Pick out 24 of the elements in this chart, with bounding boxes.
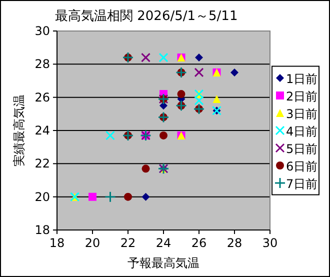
x-tick-label: 24 xyxy=(156,236,172,250)
x-tick-label: 18 xyxy=(49,236,65,250)
legend-label: 7日前 xyxy=(286,177,318,191)
x-tick-label: 22 xyxy=(120,236,136,250)
y-tick-label: 20 xyxy=(34,190,50,204)
y-tick-label: 22 xyxy=(34,156,50,171)
chart-title: 最高気温相関 2026/5/1～5/11 xyxy=(55,8,238,24)
x-axis-title: 予報最高気温 xyxy=(128,256,200,270)
legend-label: 4日前 xyxy=(286,124,318,138)
x-tick-label: 20 xyxy=(84,236,100,250)
y-tick-label: 18 xyxy=(34,223,50,237)
legend-label: 2日前 xyxy=(286,90,318,104)
y-tick-label: 28 xyxy=(34,57,50,72)
y-tick-label: 26 xyxy=(34,90,50,104)
legend-label: 1日前 xyxy=(286,72,318,86)
x-tick-label: 26 xyxy=(191,236,207,250)
legend-label: 3日前 xyxy=(286,107,318,121)
legend-label: 6日前 xyxy=(286,160,318,174)
y-tick-label: 24 xyxy=(34,124,50,138)
x-tick-label: 30 xyxy=(262,236,278,250)
x-tick-label: 28 xyxy=(226,236,242,250)
legend-label: 5日前 xyxy=(286,142,318,156)
y-axis-title: 実績最高気温 xyxy=(12,94,26,166)
y-tick-label: 30 xyxy=(34,24,50,38)
